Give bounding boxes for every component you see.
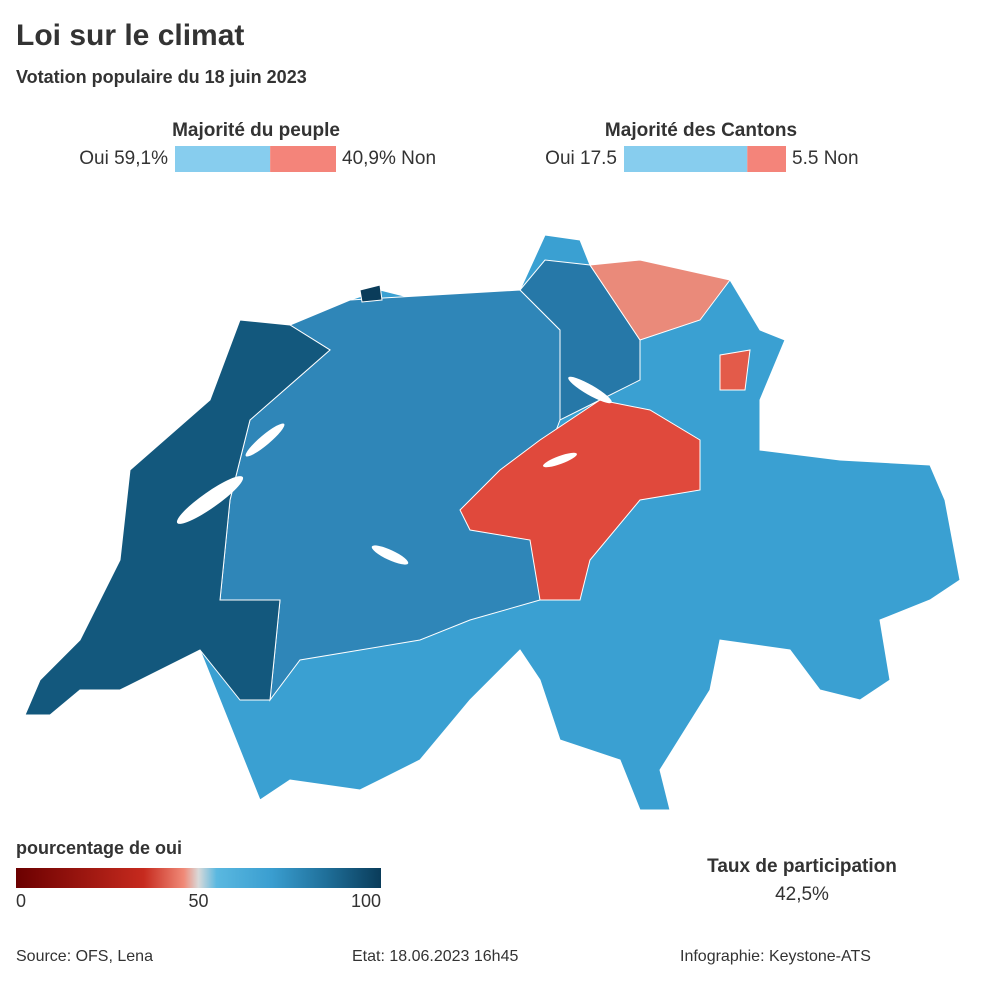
region-west [24,319,331,716]
footer-status: Etat: 18.06.2023 16h45 [352,948,518,965]
cantons-title: Majorité des Cantons [605,120,797,141]
people-yes-label: Oui 59,1% [79,148,168,169]
map [24,234,961,811]
no-bar [270,146,336,172]
footer-source: Source: OFS, Lena [16,948,153,965]
legend-tick-label: 50 [188,891,208,911]
people-title: Majorité du peuple [172,120,340,141]
people-bar [175,146,336,172]
yes-bar [624,146,748,172]
lake [568,376,612,404]
region-enclave [719,349,751,391]
cantons-yes-label: Oui 17.5 [545,148,617,169]
legend-scale [16,868,381,888]
region-northeast [589,259,731,341]
legend-ticks: 0 50 100 [16,891,381,911]
lake [245,423,285,457]
region-central [459,399,701,601]
region-small [359,284,383,303]
legend-title: pourcentage de oui [16,838,182,858]
legend-tick-label: 0 [16,891,26,911]
turnout-value: 42,5% [775,884,829,905]
legend-tick-label: 100 [351,891,381,911]
no-bar [747,146,786,172]
yes-bar [175,146,271,172]
title: Loi sur le climat [16,19,244,52]
lake [371,545,409,565]
lake [543,452,577,468]
cantons-bar [624,146,786,172]
footer-credit: Infographie: Keystone-ATS [680,948,871,965]
lake [176,476,244,524]
region-north [519,259,641,421]
cantons-no-label: 5.5 Non [792,148,859,169]
subtitle: Votation populaire du 18 juin 2023 [16,67,307,87]
people-no-label: 40,9% Non [342,148,436,169]
turnout-title: Taux de participation [707,856,897,877]
